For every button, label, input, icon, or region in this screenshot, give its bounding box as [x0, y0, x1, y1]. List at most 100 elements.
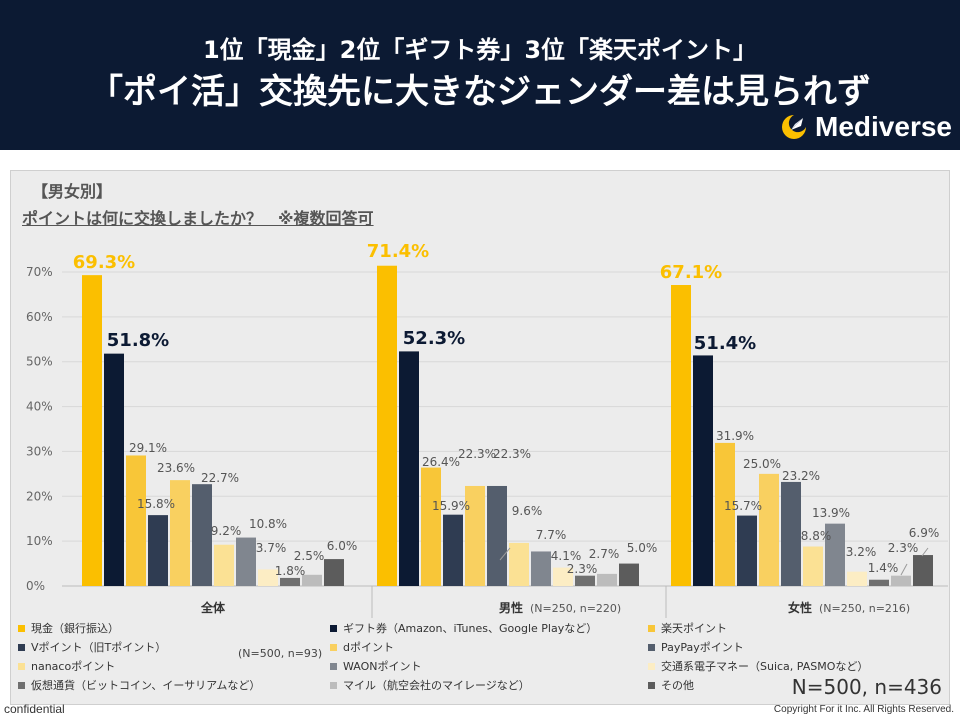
bar	[715, 442, 735, 586]
data-label: 15.9%	[432, 499, 470, 513]
bar	[236, 537, 256, 586]
data-label: 29.1%	[129, 441, 167, 455]
bar	[869, 579, 889, 586]
leader-line	[900, 563, 908, 576]
legend-label: dポイント	[343, 641, 394, 654]
y-tick-label: 10%	[26, 534, 53, 548]
legend-swatch	[330, 643, 337, 651]
bar	[377, 265, 397, 586]
data-label: 1.8%	[275, 564, 306, 578]
category-label: 全体	[200, 600, 226, 615]
legend-swatch	[18, 624, 25, 632]
legend-label: WAONポイント	[343, 660, 422, 673]
crescent-rocket-icon	[782, 115, 807, 139]
legend-swatch	[330, 662, 337, 670]
section-label: 【男女別】	[32, 182, 113, 201]
y-tick-label: 20%	[26, 489, 53, 503]
bar	[759, 473, 779, 586]
bar	[693, 355, 713, 586]
data-label: 23.6%	[157, 461, 195, 475]
bar	[302, 574, 322, 586]
y-tick-label: 60%	[26, 310, 53, 324]
legend-item: ギフト券（Amazon、iTunes、Google Playなど）	[330, 620, 597, 636]
category-label: 男性	[499, 600, 523, 615]
legend-label: ギフト券（Amazon、iTunes、Google Playなど）	[343, 622, 598, 635]
data-label: 3.2%	[846, 545, 877, 559]
bar	[913, 555, 933, 586]
y-tick-label: 0%	[26, 579, 45, 593]
bar	[803, 546, 823, 586]
legend-item: その他	[648, 677, 694, 693]
category-label: 女性	[788, 600, 812, 615]
legend-item: Vポイント（旧Tポイント）	[18, 639, 166, 655]
data-label: 71.4%	[367, 241, 429, 262]
bar	[671, 285, 691, 586]
data-label: 26.4%	[422, 455, 460, 469]
legend-swatch	[648, 681, 655, 689]
data-label: 7.7%	[536, 528, 567, 542]
data-label: 23.2%	[782, 469, 820, 483]
bar	[170, 480, 190, 586]
bar	[465, 485, 485, 586]
bar	[781, 481, 801, 586]
data-label: 22.3%	[458, 447, 496, 461]
data-label: 69.3%	[73, 252, 135, 273]
legend-label: PayPayポイント	[661, 641, 744, 654]
data-label: 22.3%	[493, 447, 531, 461]
mediverse-logo: Mediverse	[779, 110, 952, 144]
data-label: 51.8%	[107, 330, 169, 351]
bar	[421, 467, 441, 586]
legend-label: 仮想通貨（ビットコイン、イーサリアムなど）	[31, 679, 261, 692]
data-label: 31.9%	[716, 429, 754, 443]
data-label: 15.7%	[724, 499, 762, 513]
data-label: 51.4%	[694, 333, 756, 354]
legend-swatch	[648, 624, 655, 632]
bar	[531, 551, 551, 586]
data-label: 2.7%	[589, 547, 620, 561]
data-label: 6.9%	[909, 526, 940, 540]
total-sample-note: N=500, n=436	[791, 675, 942, 699]
y-tick-label: 70%	[26, 265, 53, 279]
copyright-text: Copyright For it Inc. All Rights Reserve…	[773, 704, 954, 715]
bar	[324, 559, 344, 586]
logo-text: Mediverse	[815, 111, 952, 142]
bar	[399, 351, 419, 586]
data-label: 9.2%	[211, 524, 242, 538]
title-line-2: 「ポイ活」交換先に大きなジェンダー差は見られず	[89, 72, 871, 112]
category-sample-label: (N=250, n=220)	[530, 602, 621, 615]
leader-line	[499, 547, 511, 561]
bar	[126, 455, 146, 586]
bar	[509, 542, 529, 586]
legend-swatch	[648, 662, 655, 670]
data-label: 25.0%	[743, 457, 781, 471]
subsample-note: (N=500, n=93)	[238, 647, 323, 660]
legend-label: Vポイント（旧Tポイント）	[31, 641, 167, 654]
data-label: 6.0%	[327, 539, 358, 553]
data-label: 10.8%	[249, 517, 287, 531]
header-banner: 1位「現金」2位「ギフト券」3位「楽天ポイント」 「ポイ活」交換先に大きなジェン…	[0, 0, 960, 150]
legend-label: 現金（銀行振込）	[31, 622, 119, 635]
bar	[258, 569, 278, 586]
legend-swatch	[648, 643, 655, 651]
legend-label: その他	[661, 679, 694, 692]
bar	[280, 577, 300, 586]
leader-line	[921, 547, 929, 557]
data-label: 15.8%	[137, 497, 175, 511]
data-label: 52.3%	[403, 328, 465, 349]
bar	[597, 573, 617, 586]
legend-item: マイル（航空会社のマイレージなど）	[330, 677, 530, 693]
bar	[82, 275, 102, 586]
y-tick-label: 40%	[26, 400, 53, 414]
legend-item: 仮想通貨（ビットコイン、イーサリアムなど）	[18, 677, 260, 693]
bar	[825, 523, 845, 586]
bar	[487, 485, 507, 586]
y-tick-label: 30%	[26, 444, 53, 458]
data-label: 3.7%	[256, 541, 287, 555]
question-text: ポイントは何に交換しましたか？ ※複数回答可	[22, 209, 374, 228]
data-label: 22.7%	[201, 471, 239, 485]
legend-swatch	[18, 643, 25, 651]
legend-item: PayPayポイント	[648, 639, 744, 655]
bar	[619, 563, 639, 586]
legend-swatch	[330, 624, 337, 632]
